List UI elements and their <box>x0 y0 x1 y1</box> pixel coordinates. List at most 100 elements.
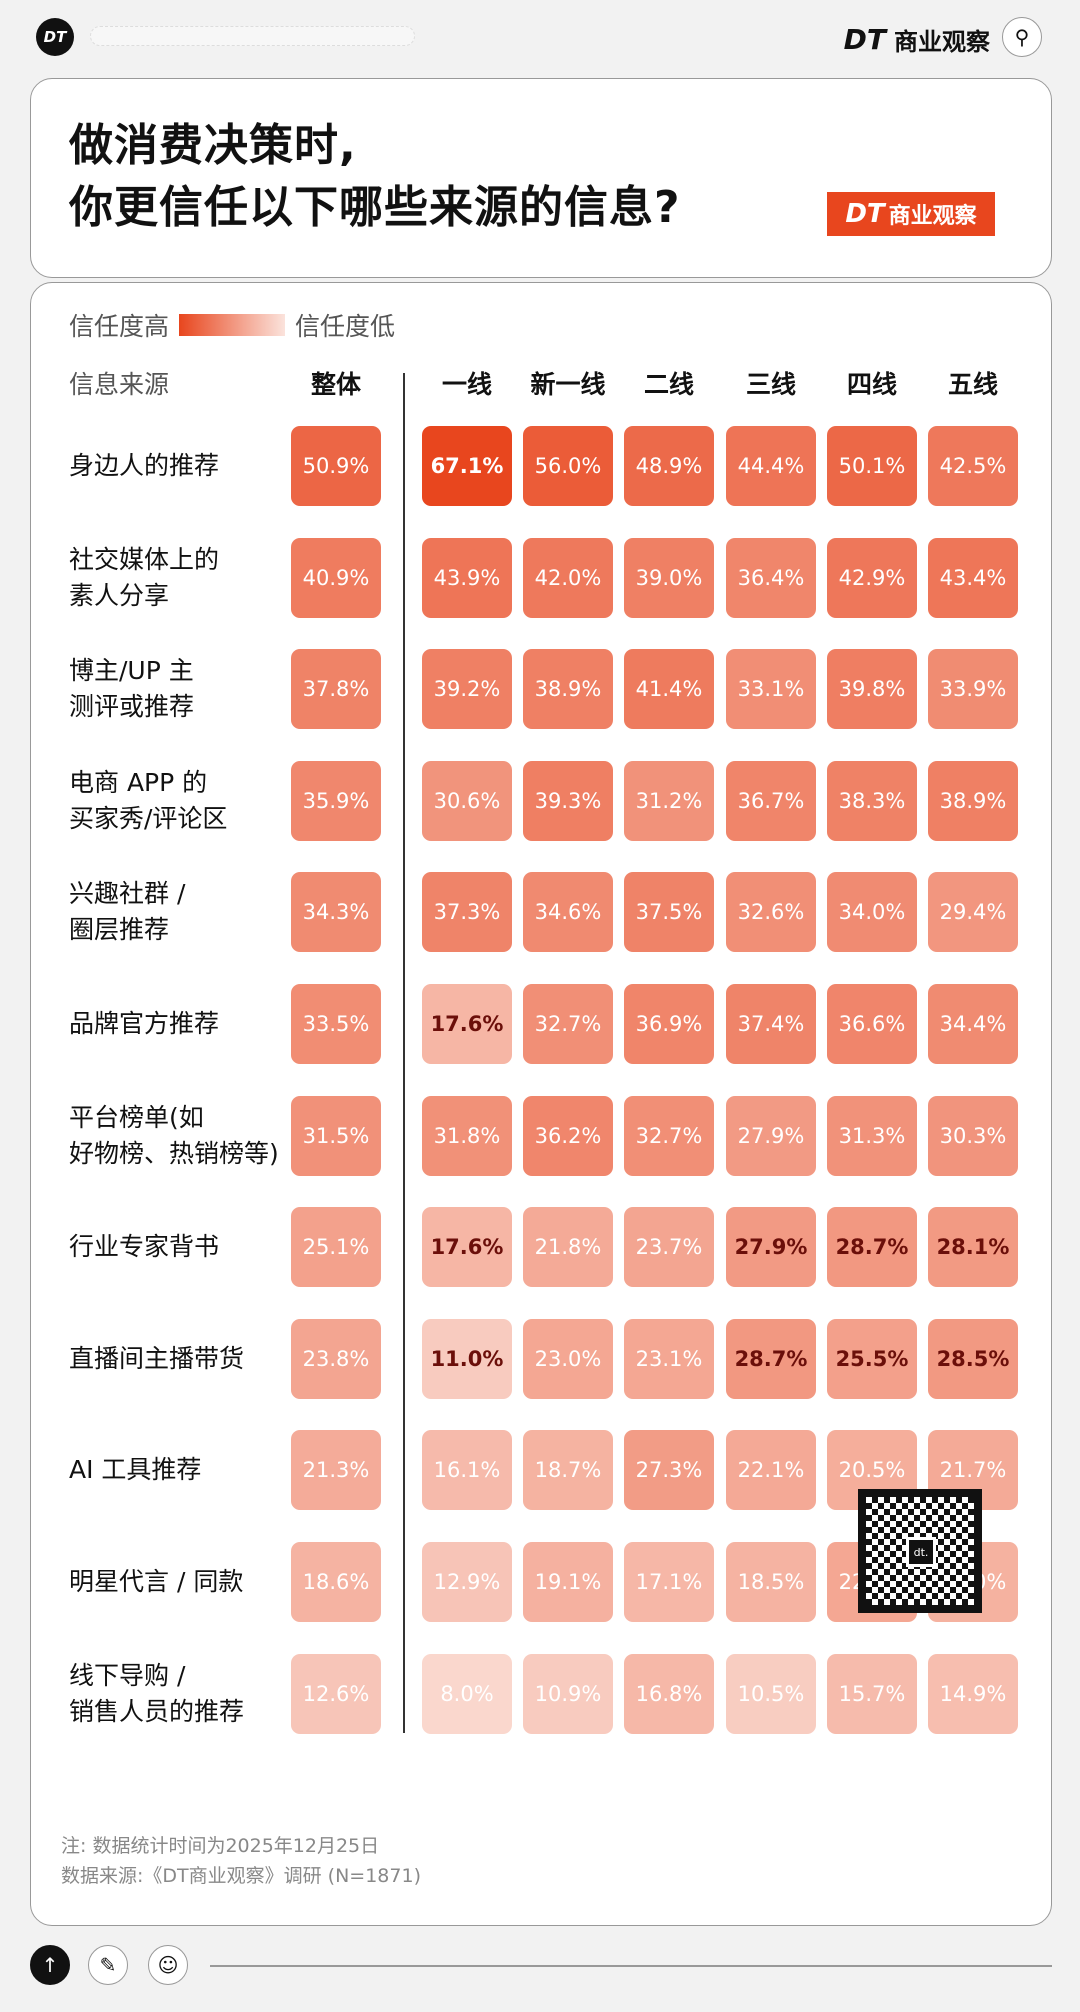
heatmap-cell: 27.9% <box>726 1207 816 1288</box>
heatmap-cell: 30.3% <box>928 1095 1018 1176</box>
heatmap-cell: 31.5% <box>291 1095 381 1176</box>
column-header: 新一线 <box>530 370 606 399</box>
heatmap-cell: 38.9% <box>928 760 1018 841</box>
legend-low-label: 信任度低 <box>295 312 396 341</box>
heatmap-cell: 36.4% <box>726 537 816 618</box>
heatmap-cell: 32.7% <box>624 1095 714 1176</box>
heatmap-cell: 34.3% <box>291 872 381 953</box>
brand-dt: DT <box>843 23 886 56</box>
badge-name: 商业观察 <box>888 204 977 229</box>
heatmap-cell: 23.0% <box>523 1318 613 1399</box>
heatmap-cell: 19.1% <box>523 1542 613 1622</box>
heatmap-cell: 34.0% <box>827 872 917 953</box>
heatmap-cell: 11.0% <box>422 1318 512 1399</box>
heatmap-cell: 37.3% <box>422 872 512 953</box>
heatmap-cell: 40.9% <box>291 537 381 618</box>
heatmap-cell: 27.9% <box>726 1095 816 1176</box>
heatmap-cell: 31.2% <box>624 760 714 841</box>
heatmap-cell: 30.6% <box>422 760 512 841</box>
heatmap-cell: 32.7% <box>523 984 613 1064</box>
row-label: 行业专家背书 <box>69 1232 220 1262</box>
footnote: 注: 数据统计时间为2025年12月25日 <box>61 1835 380 1857</box>
heatmap-cell: 25.1% <box>291 1207 381 1288</box>
dt-logo[interactable]: DT <box>36 18 74 56</box>
heatmap-cell: 31.8% <box>422 1095 512 1176</box>
heatmap-cell: 10.5% <box>726 1653 816 1734</box>
row-label: 兴趣社群 / 圈层推荐 <box>69 879 186 945</box>
brand-name: 商业观察 <box>894 28 990 56</box>
heatmap-cell: 42.5% <box>928 426 1018 506</box>
heatmap-cell: 15.7% <box>827 1653 917 1734</box>
heatmap-cell: 32.6% <box>726 872 816 953</box>
row-label: 平台榜单(如 好物榜、热销榜等) <box>69 1102 279 1168</box>
row-label: AI 工具推荐 <box>69 1455 202 1485</box>
row-label: 线下导购 / 销售人员的推荐 <box>69 1660 245 1726</box>
heatmap-cell: 22.1% <box>726 1430 816 1511</box>
title-line-1: 做消费决策时, <box>69 120 357 171</box>
user-icon[interactable]: ☺ <box>148 1945 188 1985</box>
heatmap-cell: 21.3% <box>291 1430 381 1511</box>
pencil-icon[interactable]: ✎ <box>88 1945 128 1985</box>
heatmap-cell: 37.5% <box>624 872 714 953</box>
row-label: 社交媒体上的 素人分享 <box>69 544 220 610</box>
heatmap-cell: 36.7% <box>726 760 816 841</box>
heatmap-cell: 39.0% <box>624 537 714 618</box>
heatmap-cell: 48.9% <box>624 426 714 506</box>
heatmap-cell: 10.9% <box>523 1653 613 1734</box>
column-header: 三线 <box>745 370 796 399</box>
search-icon[interactable]: ⚲ <box>1002 17 1042 57</box>
heatmap-cell: 34.4% <box>928 984 1018 1064</box>
heatmap-cell: 37.8% <box>291 649 381 730</box>
heatmap-cell: 39.2% <box>422 649 512 730</box>
heatmap-cell: 67.1% <box>422 426 512 506</box>
column-divider <box>403 373 405 1733</box>
heatmap-cell: 44.4% <box>726 426 816 506</box>
heatmap-cell: 28.1% <box>928 1207 1018 1288</box>
heatmap-cell: 23.1% <box>624 1318 714 1399</box>
title-brand-badge: DT 商业观察 <box>827 192 995 236</box>
heatmap-cell: 16.8% <box>624 1653 714 1734</box>
heatmap-cell: 18.7% <box>523 1430 613 1511</box>
column-header: 四线 <box>846 370 897 399</box>
heatmap-cell: 39.8% <box>827 649 917 730</box>
data-source: 数据来源:《DT商业观察》调研 (N=1871) <box>61 1865 421 1887</box>
heatmap-cell: 14.9% <box>928 1653 1018 1734</box>
row-label: 品牌官方推荐 <box>69 1009 220 1038</box>
heatmap-cell: 56.0% <box>523 426 613 506</box>
heatmap-cell: 8.0% <box>422 1653 512 1734</box>
row-header: 信息来源 <box>69 370 170 399</box>
chart-title: 做消费决策时, 你更信任以下哪些来源的信息? <box>69 115 681 239</box>
bottom-bar: ↑ ✎ ☺ <box>0 1945 1080 1995</box>
row-label: 电商 APP 的 买家秀/评论区 <box>69 767 228 833</box>
top-search-field[interactable] <box>90 26 415 46</box>
heatmap-cell: 31.3% <box>827 1095 917 1176</box>
heatmap-cell: 29.4% <box>928 872 1018 953</box>
heatmap-cell: 28.5% <box>928 1318 1018 1399</box>
heatmap-cell: 17.6% <box>422 1207 512 1288</box>
title-card: 做消费决策时, 你更信任以下哪些来源的信息? DT 商业观察 <box>30 78 1052 278</box>
heatmap-cell: 12.6% <box>291 1653 381 1734</box>
heatmap-cell: 25.5% <box>827 1318 917 1399</box>
heatmap-cell: 42.0% <box>523 537 613 618</box>
column-header: 一线 <box>441 370 492 399</box>
heatmap-cell: 35.9% <box>291 760 381 841</box>
heatmap-cell: 34.6% <box>523 872 613 953</box>
heatmap-cell: 28.7% <box>827 1207 917 1288</box>
heatmap-cell: 38.9% <box>523 649 613 730</box>
heatmap-cell: 50.1% <box>827 426 917 506</box>
heatmap-cell: 36.2% <box>523 1095 613 1176</box>
title-line-2: 你更信任以下哪些来源的信息? <box>69 182 681 233</box>
heatmap-cell: 39.3% <box>523 760 613 841</box>
row-label: 身边人的推荐 <box>69 451 220 480</box>
heatmap-cell: 23.7% <box>624 1207 714 1288</box>
heatmap-cell: 17.6% <box>422 984 512 1064</box>
column-header: 五线 <box>947 370 998 399</box>
legend-high-label: 信任度高 <box>69 312 170 341</box>
top-bar: DT DT 商业观察 ⚲ <box>0 0 1080 75</box>
arrow-up-icon[interactable]: ↑ <box>30 1945 70 1985</box>
row-label: 博主/UP 主 测评或推荐 <box>69 656 195 722</box>
heatmap-cell: 43.9% <box>422 537 512 618</box>
brand-logo: DT 商业观察 <box>844 22 990 57</box>
heatmap-cell: 42.9% <box>827 537 917 618</box>
heatmap-cell: 36.6% <box>827 984 917 1064</box>
